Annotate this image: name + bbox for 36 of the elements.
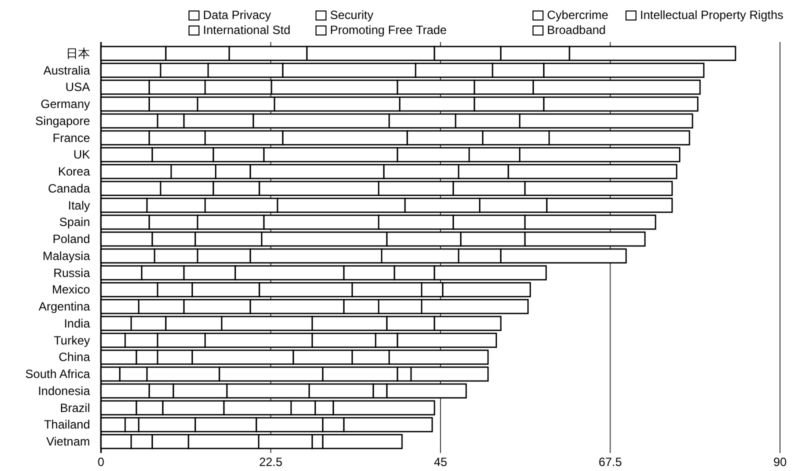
y-tick-label: Turkey (54, 333, 90, 348)
y-tick-label: China (58, 350, 90, 364)
legend-label: Cybercrime (547, 8, 609, 22)
legend-label: Promoting Free Trade (330, 23, 448, 37)
y-tick-label: Vietnam (46, 434, 90, 449)
y-tick-label: Argentina (38, 300, 90, 314)
x-tick-label: 0 (98, 455, 105, 469)
y-tick-label: UK (73, 148, 90, 162)
y-tick-label: India (64, 316, 90, 330)
y-tick-label: 日本 (66, 46, 90, 60)
y-tick-label: Indonesia (38, 384, 90, 398)
y-tick-label: Poland (52, 232, 90, 246)
y-tick-label: Brazil (60, 400, 90, 415)
y-tick-label: USA (65, 80, 90, 94)
y-tick-label: Italy (68, 198, 90, 212)
y-tick-label: Korea (58, 164, 90, 179)
x-tick-label: 90 (773, 455, 787, 469)
legend-label: Intellectual Property Rigths (640, 8, 784, 22)
y-tick-label: Canada (48, 181, 90, 196)
y-tick-label: Russia (53, 266, 90, 280)
legend-label: Data Privacy (203, 8, 272, 22)
legend-label: Broadband (547, 23, 606, 37)
y-tick-label: Thailand (44, 418, 90, 432)
legend-label: Security (330, 8, 374, 22)
x-tick-label: 45 (434, 455, 448, 469)
y-tick-label: Australia (43, 63, 90, 78)
y-tick-label: South Africa (25, 367, 90, 382)
y-tick-label: France (52, 130, 90, 145)
x-tick-label: 22.5 (259, 455, 283, 469)
y-tick-label: Malaysia (42, 248, 90, 263)
x-tick-label: 67.5 (598, 455, 622, 469)
legend-label: International Std (203, 23, 290, 37)
y-tick-label: Mexico (52, 282, 90, 297)
y-tick-label: Spain (59, 215, 90, 230)
y-tick-label: Germany (40, 97, 90, 112)
y-tick-label: Singapore (35, 114, 90, 128)
